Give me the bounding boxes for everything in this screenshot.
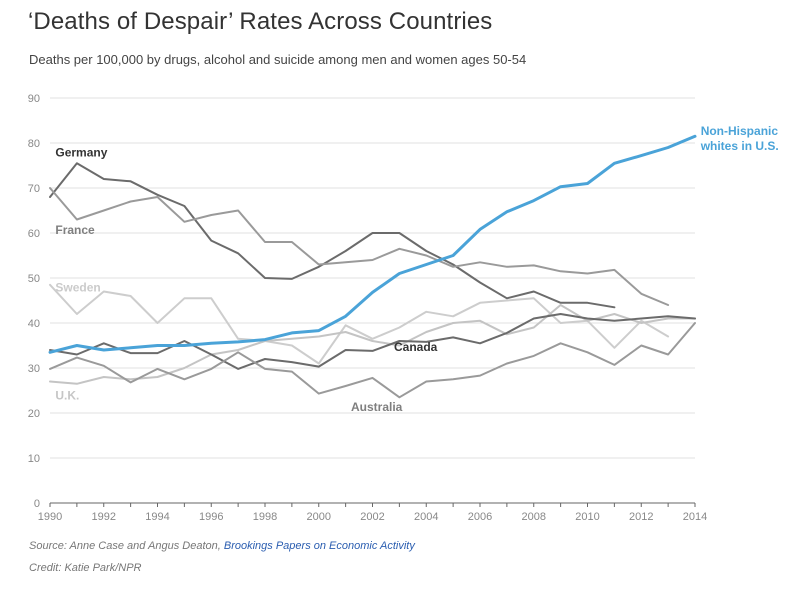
- series-line: [49, 283, 670, 365]
- series-line: [49, 313, 696, 370]
- x-tick-label: 2012: [629, 511, 653, 523]
- x-tick-label: 1990: [38, 511, 62, 523]
- series-line: [49, 187, 670, 306]
- y-tick-label: 90: [28, 93, 40, 105]
- series-label-line: whites in U.S.: [700, 139, 779, 153]
- chart-subtitle: Deaths per 100,000 by drugs, alcohol and…: [29, 52, 527, 67]
- source-note: Source: Anne Case and Angus Deaton, Broo…: [29, 540, 415, 552]
- x-axis: 1990 1992 1994 1996 1998 2000 2002 2004 2006 2008…: [38, 502, 707, 523]
- series-label: Sweden: [55, 281, 100, 295]
- x-tick-label: 2014: [683, 511, 707, 523]
- series-line: [49, 162, 616, 309]
- x-tick-label: 1998: [253, 511, 277, 523]
- y-axis: 0 10 20 30 40 50 60 70 80 90: [28, 93, 40, 510]
- x-tick-label: 2008: [522, 511, 546, 523]
- y-tick-label: 50: [28, 273, 40, 285]
- series-label: U.K.: [55, 389, 79, 403]
- x-tick-label: 1996: [199, 511, 223, 523]
- x-tick-label: 2002: [360, 511, 384, 523]
- source-prefix: Source: Anne Case and Angus Deaton,: [29, 540, 224, 552]
- series-label-line: Non-Hispanic: [701, 124, 779, 138]
- x-tick-label: 2006: [468, 511, 492, 523]
- y-tick-label: 40: [28, 318, 40, 330]
- x-tick-label: 1994: [145, 511, 169, 523]
- x-tick-label: 1992: [92, 511, 116, 523]
- y-tick-label: 60: [28, 228, 40, 240]
- y-tick-label: 30: [28, 363, 40, 375]
- credit-note: Credit: Katie Park/NPR: [29, 562, 142, 574]
- series-label: Australia: [351, 400, 403, 414]
- series-line: [49, 304, 696, 385]
- source-link[interactable]: Brookings Papers on Economic Activity: [223, 540, 415, 552]
- series-label: France: [55, 223, 95, 237]
- series-lines: [48, 134, 697, 399]
- y-tick-label: 80: [28, 138, 40, 150]
- chart-title: ‘Deaths of Despair’ Rates Across Countri…: [28, 8, 493, 35]
- series-labels: Germany France Sweden U.K. Canada Australia No…: [55, 124, 778, 414]
- series-line: [49, 322, 696, 399]
- series-line: [48, 134, 697, 354]
- y-tick-label: 0: [34, 498, 40, 510]
- y-tick-label: 10: [28, 453, 40, 465]
- series-label: Non-Hispanic whites in U.S.: [700, 124, 779, 153]
- series-label: Germany: [55, 146, 107, 160]
- x-tick-label: 2000: [307, 511, 331, 523]
- y-tick-label: 70: [28, 183, 40, 195]
- y-tick-label: 20: [28, 408, 40, 420]
- series-label: Canada: [394, 340, 438, 354]
- x-tick-label: 2010: [575, 511, 599, 523]
- x-tick-label: 2004: [414, 511, 438, 523]
